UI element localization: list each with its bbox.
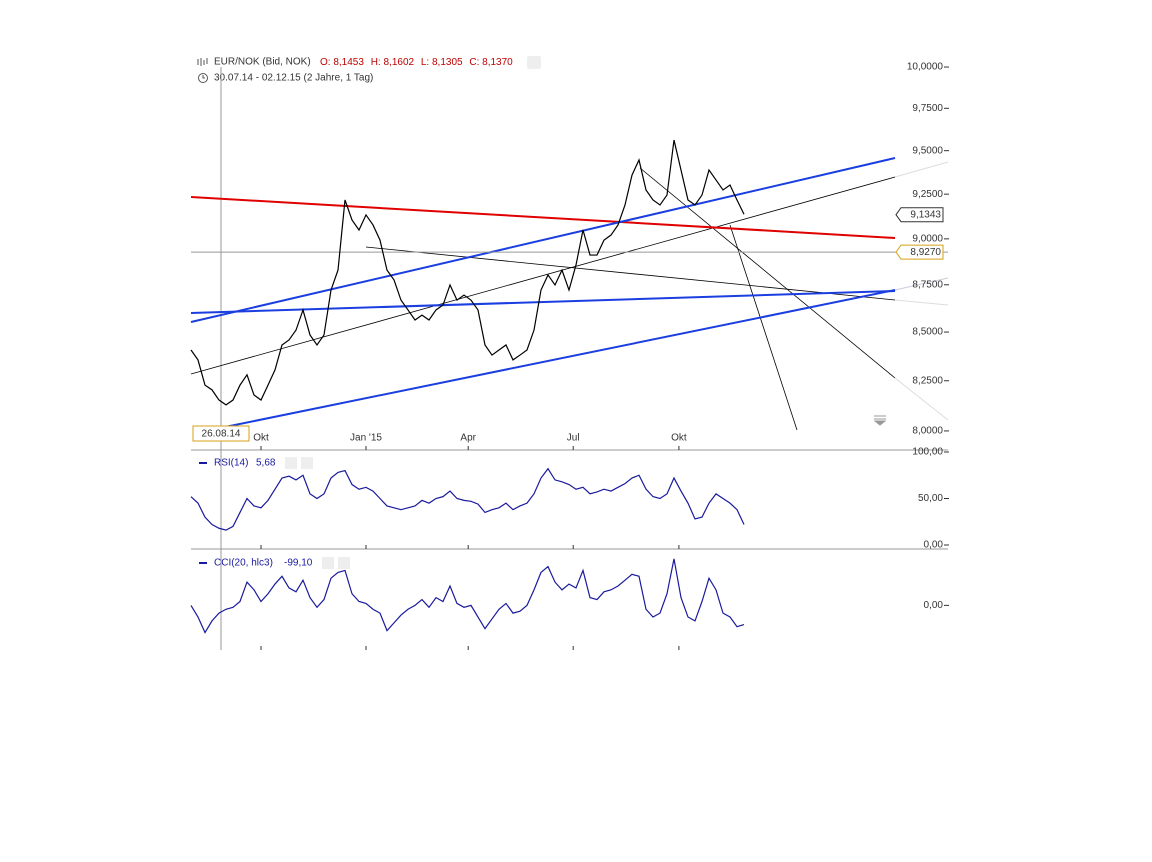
cci-settings[interactable] [322, 557, 334, 569]
x-tick-label: Okt [253, 433, 269, 444]
series-line [190, 139, 745, 406]
x-tick-label: Jul [567, 433, 580, 444]
cci-title: CCI(20, hlc3) [214, 558, 273, 569]
last-price-label: 9,1343 [910, 209, 941, 220]
x-tick-label: Okt [671, 433, 687, 444]
y-tick-label: 100,00 [912, 447, 943, 458]
x-tick-label: Jan '15 [350, 433, 382, 444]
y-tick-label: 8,2500 [912, 375, 943, 386]
x-tick-label: Apr [460, 433, 476, 444]
settings-button[interactable] [527, 56, 541, 69]
high: H: 8,1602 [371, 57, 415, 68]
y-tick-label: 0,00 [924, 600, 944, 611]
rsi-settings[interactable] [285, 457, 297, 469]
trend-lines [190, 157, 949, 431]
crosshair-date-box [192, 425, 250, 442]
hline-tag [895, 244, 944, 260]
rsi-title: RSI(14) [214, 458, 248, 469]
ohlc-readout: O: 8,1453 H: 8,1602 L: 8,1305 C: 8,1370 [320, 57, 513, 68]
series-line [190, 467, 745, 531]
crosshair-date: 26.08.14 [202, 429, 241, 440]
open: O: 8,1453 [320, 57, 364, 68]
y-tick-label: 9,0000 [912, 233, 943, 244]
y-tick-label: 9,5000 [912, 145, 943, 156]
date-range: 30.07.14 - 02.12.15 (2 Jahre, 1 Tag) [214, 73, 373, 84]
rsi-close[interactable] [301, 457, 313, 469]
y-tick-label: 8,7500 [912, 279, 943, 290]
last-price-tag [895, 207, 944, 223]
y-tick-label: 0,00 [924, 540, 944, 551]
cci-close[interactable] [338, 557, 350, 569]
symbol: EUR/NOK (Bid, NOK) [214, 57, 311, 68]
close: C: 8,1370 [469, 57, 513, 68]
y-tick-label: 9,2500 [912, 189, 943, 200]
y-tick-label: 8,5000 [912, 327, 943, 338]
y-tick-label: 10,0000 [907, 62, 944, 73]
collapse-icon[interactable] [873, 415, 887, 426]
hline-label: 8,9270 [910, 247, 941, 258]
y-tick-label: 9,7500 [912, 103, 943, 114]
series-line [190, 558, 745, 634]
header-icon [197, 58, 208, 83]
y-tick-label: 8,0000 [912, 426, 943, 437]
cci-readout: -99,10 [284, 558, 313, 569]
y-tick-label: 50,00 [918, 493, 943, 504]
low: L: 8,1305 [421, 57, 463, 68]
rsi-readout: 5,68 [256, 458, 276, 469]
